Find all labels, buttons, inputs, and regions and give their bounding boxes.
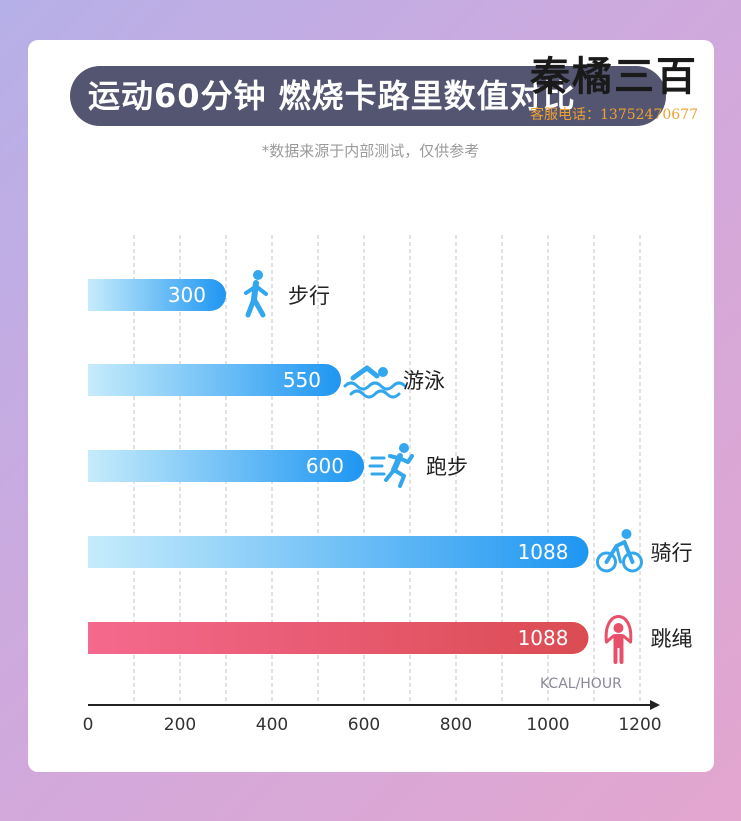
bar-value-label: 600	[306, 454, 344, 478]
page-title: 运动60分钟 燃烧卡路里数值对比	[70, 66, 666, 126]
bar	[88, 622, 589, 654]
category-label: 步行	[288, 284, 330, 308]
x-tick-label: 600	[348, 715, 380, 735]
bar	[88, 279, 226, 311]
category-label: 跳绳	[650, 627, 692, 651]
unit-label: KCAL/HOUR	[540, 676, 622, 692]
x-axis-arrow	[650, 700, 660, 710]
x-tick-label: 200	[164, 715, 196, 735]
x-tick-label: 800	[440, 715, 472, 735]
category-label: 跑步	[426, 455, 468, 479]
x-tick-label: 1200	[618, 715, 661, 735]
bar	[88, 536, 589, 568]
watermark: 秦橘三百 客服电话：13752470677	[530, 50, 735, 124]
bar-value-label: 1088	[518, 540, 569, 564]
watermark-brand: 秦橘三百	[530, 53, 698, 100]
x-tick-label: 1000	[526, 715, 569, 735]
swimming-icon	[343, 365, 407, 399]
running-icon	[368, 443, 414, 488]
x-tick-label: 400	[256, 715, 288, 735]
category-label: 游泳	[403, 369, 445, 393]
chart-subtitle: *数据来源于内部测试，仅供参考	[261, 142, 480, 160]
category-label: 骑行	[650, 541, 692, 565]
bar-value-label: 300	[168, 283, 206, 307]
bar-value-label: 1088	[518, 626, 569, 650]
watermark-phone: 客服电话：13752470677	[530, 107, 698, 123]
walking-icon	[244, 270, 268, 318]
bar-value-label: 550	[283, 368, 321, 392]
x-tick-label: 0	[83, 715, 94, 735]
jump-rope-icon	[604, 615, 633, 664]
bar	[88, 450, 364, 482]
bar	[88, 364, 341, 396]
cycling-icon	[595, 529, 643, 573]
